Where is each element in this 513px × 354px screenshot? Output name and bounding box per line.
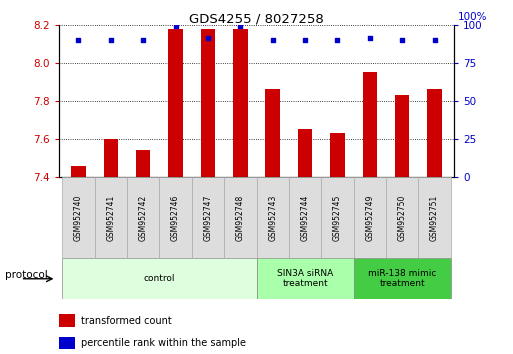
Point [301,37,309,43]
Text: control: control [144,274,175,283]
Bar [94,177,127,258]
Text: GSM952748: GSM952748 [236,195,245,241]
Bar [62,177,94,258]
Text: GSM952747: GSM952747 [204,194,212,241]
Text: miR-138 mimic
treatment: miR-138 mimic treatment [368,269,437,289]
Point [398,37,406,43]
Text: GSM952744: GSM952744 [301,194,309,241]
Bar [427,90,442,177]
Bar [192,177,224,258]
Bar [321,177,353,258]
Point [107,37,115,43]
Bar [395,95,409,177]
Bar [353,177,386,258]
Bar [201,29,215,177]
Bar [127,177,160,258]
Point [269,37,277,43]
Bar [59,314,75,327]
Text: GSM952743: GSM952743 [268,194,277,241]
Text: GSM952750: GSM952750 [398,194,407,241]
Text: GSM952740: GSM952740 [74,194,83,241]
Bar [265,90,280,177]
Text: SIN3A siRNA
treatment: SIN3A siRNA treatment [277,269,333,289]
Point [204,36,212,41]
Bar [71,166,86,177]
Bar [59,337,75,349]
Point [139,37,147,43]
Bar [330,133,345,177]
Text: GDS4255 / 8027258: GDS4255 / 8027258 [189,12,324,25]
Text: transformed count: transformed count [81,315,171,326]
Text: GSM952749: GSM952749 [365,194,374,241]
Point [236,23,244,29]
Bar [386,177,419,258]
Bar [62,258,256,299]
Text: GSM952742: GSM952742 [139,195,148,241]
Bar [233,29,248,177]
Bar [256,258,353,299]
Bar [160,177,192,258]
Text: GSM952751: GSM952751 [430,195,439,241]
Bar [363,72,377,177]
Bar [168,29,183,177]
Bar [136,150,150,177]
Point [430,37,439,43]
Point [74,37,83,43]
Bar [224,177,256,258]
Point [366,36,374,41]
Text: GSM952746: GSM952746 [171,194,180,241]
Point [171,23,180,29]
Bar [289,177,321,258]
Bar [419,177,451,258]
Text: protocol: protocol [5,270,48,280]
Bar [104,139,118,177]
Bar [298,130,312,177]
Bar [353,258,451,299]
Text: GSM952745: GSM952745 [333,194,342,241]
Point [333,37,342,43]
Text: GSM952741: GSM952741 [106,195,115,241]
Text: percentile rank within the sample: percentile rank within the sample [81,338,246,348]
Bar [256,177,289,258]
Text: 100%: 100% [458,12,488,22]
